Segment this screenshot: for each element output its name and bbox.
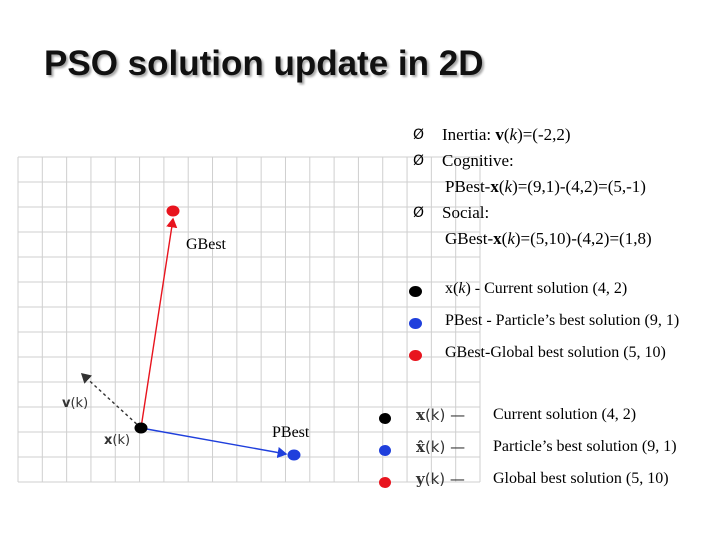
bullet-inertia: Ø Inertia: v(k)=(-2,2) [413, 122, 652, 148]
velocity-label: v(k) [62, 396, 89, 411]
pbest-point [287, 449, 301, 461]
black-dot-icon [379, 413, 391, 424]
slide-title: PSO solution update in 2D [44, 44, 484, 83]
grid [17, 156, 481, 483]
blue-dot-icon [379, 445, 391, 456]
bullet-social-formula: GBest-x(k)=(5,10)-(4,2)=(1,8) [445, 229, 652, 248]
current-solution-point [134, 422, 148, 434]
blue-dot-icon [409, 318, 422, 329]
current-position-label: x(k) [104, 433, 131, 448]
bullet-arrow-icon: Ø [413, 153, 425, 169]
cognitive-vector-arrow [140, 427, 288, 459]
black-dot-icon [409, 286, 422, 297]
bullet-arrow-icon: Ø [413, 205, 425, 221]
bullet-social: Ø Social: [413, 200, 652, 226]
red-dot-icon [409, 350, 422, 361]
gbest-point [166, 205, 180, 217]
pbest-label: PBest [272, 424, 310, 441]
bullet-arrow-icon: Ø [413, 127, 425, 143]
bullet-cognitive: Ø Cognitive: [413, 148, 652, 174]
social-vector-arrow [140, 217, 178, 429]
update-bullets: Ø Inertia: v(k)=(-2,2) Ø Cognitive: PBes… [413, 122, 652, 252]
red-dot-icon [379, 477, 391, 488]
inertia-vector-arrow [80, 373, 142, 429]
gbest-label: GBest [186, 236, 226, 253]
bullet-cognitive-formula: PBest-x(k)=(9,1)-(4,2)=(5,-1) [445, 177, 646, 196]
